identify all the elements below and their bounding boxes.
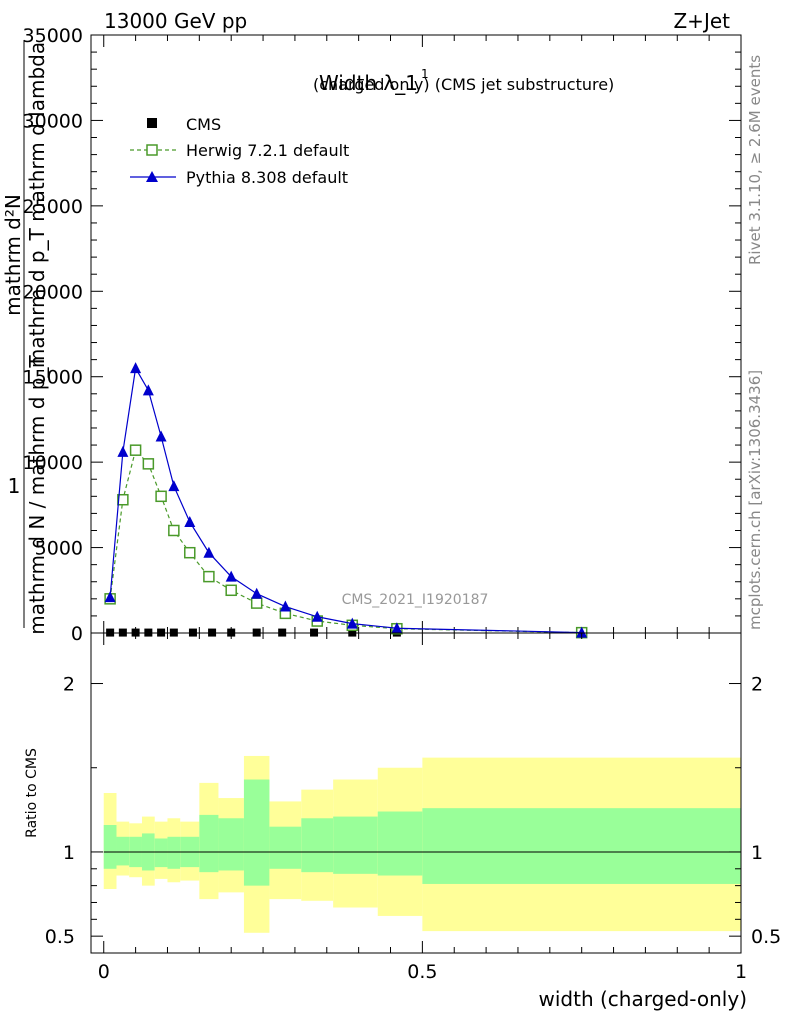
y-tick-label: 15000: [23, 367, 83, 389]
herwig-point: [129, 444, 142, 456]
process-label: Z+Jet: [673, 9, 730, 33]
legend: CMS Herwig 7.2.1 default Pythia 8.308 de…: [130, 115, 349, 187]
legend-herwig-marker: [146, 144, 158, 156]
herwig-point: [184, 546, 196, 559]
pythia-point: [311, 610, 323, 622]
ratio-stat-band: [154, 838, 168, 868]
pythia-point: [117, 445, 129, 457]
chart-title: Width λ_1: [319, 71, 418, 95]
pythia-point: [576, 626, 588, 638]
pythia-point: [130, 362, 142, 374]
pythia-point: [168, 480, 180, 492]
ratio-y-tick-label-right: 1: [751, 842, 763, 864]
y-label-numerator-2: mathrm d p_T mathrm d lambda: [25, 42, 49, 368]
ratio-stat-band: [422, 808, 741, 884]
ratio-x-axis: 0 0.5 1: [98, 633, 747, 983]
x-tick-label: 0: [98, 961, 110, 983]
herwig-point: [203, 570, 215, 583]
pythia-point: [184, 515, 196, 527]
ratio-y-label: Ratio to CMS: [24, 748, 40, 838]
pythia-point: [391, 622, 403, 634]
ratio-y-tick-label: 1: [63, 842, 75, 864]
x-tick-label: 0.5: [407, 961, 437, 983]
ratio-stat-band: [333, 816, 378, 874]
pythia-point: [155, 430, 167, 442]
pythia-point: [104, 591, 116, 603]
y-label-numerator: mathrm d²N: [1, 194, 25, 316]
ratio-stat-band: [116, 836, 130, 866]
y-label-prefix: 1: [8, 474, 21, 498]
herwig-point: [117, 493, 129, 506]
chart-subtitle: (charged only) (CMS jet substructure): [313, 75, 614, 94]
ratio-stat-band: [199, 814, 219, 873]
herwig-point: [168, 524, 180, 537]
ratio-stat-band: [269, 826, 302, 869]
ratio-stat-band: [243, 779, 270, 886]
ratio-panel: 0.5 0.51 12 2 0 0.5 1 Ratio to CMS width (cha…: [24, 632, 781, 1011]
x-axis-label: width (charged-only): [539, 987, 747, 1011]
y-tick-label: 10000: [23, 452, 83, 474]
chart-title-superscript: 1: [421, 67, 429, 81]
herwig-point: [142, 458, 155, 470]
y-tick-label: 35000: [23, 25, 83, 47]
main-y-axis: 0 5000 10000 15000 20000 25000 30000 35000: [23, 25, 741, 645]
ratio-stat-band: [167, 836, 181, 869]
legend-cms-marker: [147, 118, 157, 128]
ratio-frame: [90, 632, 742, 954]
pythia-point: [346, 617, 358, 629]
analysis-label: CMS_2021_I1920187: [342, 592, 489, 608]
y-tick-label: 5000: [35, 538, 83, 560]
y-label-denominator: mathrm d N / mathrm d p_T: [25, 355, 49, 635]
pythia-point: [251, 587, 263, 599]
y-tick-label: 0: [71, 623, 83, 645]
pythia-point: [279, 600, 291, 612]
ratio-y-axis: 0.5 0.5 1 1 2 2: [45, 674, 781, 949]
herwig-point: [225, 584, 237, 597]
main-panel: 0 5000 10000 15000 20000 25000 30000 35000 Widt…: [1, 25, 742, 645]
legend-cms-label: CMS: [186, 115, 221, 134]
mcplots-label: mcplots.cern.ch [arXiv:1306.3436]: [746, 370, 764, 630]
pythia-point: [203, 546, 215, 558]
y-tick-label: 20000: [23, 281, 83, 303]
legend-herwig-label: Herwig 7.2.1 default: [186, 141, 349, 160]
ratio-stat-band: [218, 818, 244, 871]
y-tick-label: 25000: [23, 196, 83, 218]
pythia-point: [142, 384, 154, 396]
pythia-point: [225, 570, 237, 582]
herwig-point: [155, 490, 167, 503]
y-tick-label: 30000: [23, 110, 83, 132]
ratio-stat-band: [103, 825, 117, 869]
ratio-y-tick-label: 2: [63, 674, 75, 696]
herwig-point: [250, 597, 263, 609]
ratio-y-tick-label-right: 0.5: [751, 926, 781, 948]
ratio-stat-band: [377, 811, 423, 876]
ratio-bands: [103, 755, 741, 933]
legend-pythia-marker: [146, 171, 158, 182]
ratio-y-tick-label: 0.5: [45, 926, 75, 948]
x-tick-label: 1: [735, 961, 747, 983]
ratio-stat-band: [301, 818, 334, 873]
legend-pythia-label: Pythia 8.308 default: [186, 168, 348, 187]
energy-label: 13000 GeV pp: [104, 9, 247, 33]
ratio-y-tick-label-right: 2: [751, 674, 763, 696]
rivet-label: Rivet 3.1.10, ≥ 2.6M events: [746, 55, 764, 265]
